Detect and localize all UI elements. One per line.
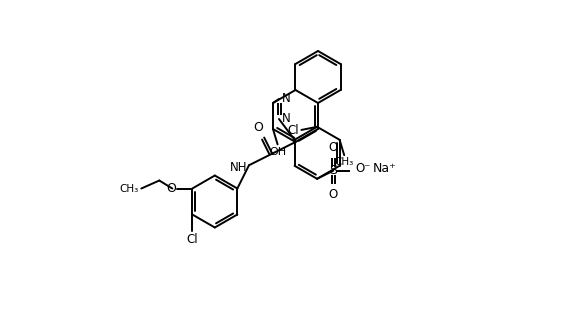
Text: OH: OH: [269, 147, 286, 157]
Text: Na⁺: Na⁺: [373, 162, 397, 175]
Text: Cl: Cl: [288, 124, 299, 138]
Text: S: S: [329, 164, 337, 177]
Text: NH: NH: [229, 161, 247, 174]
Text: O⁻: O⁻: [355, 162, 370, 175]
Text: O: O: [166, 182, 176, 195]
Text: CH₃: CH₃: [119, 183, 138, 193]
Text: Cl: Cl: [187, 232, 198, 246]
Text: CH₃: CH₃: [335, 157, 354, 167]
Text: N: N: [282, 113, 291, 125]
Text: O: O: [328, 141, 338, 154]
Text: O: O: [328, 188, 338, 201]
Text: O: O: [253, 120, 263, 134]
Text: N: N: [282, 92, 291, 105]
